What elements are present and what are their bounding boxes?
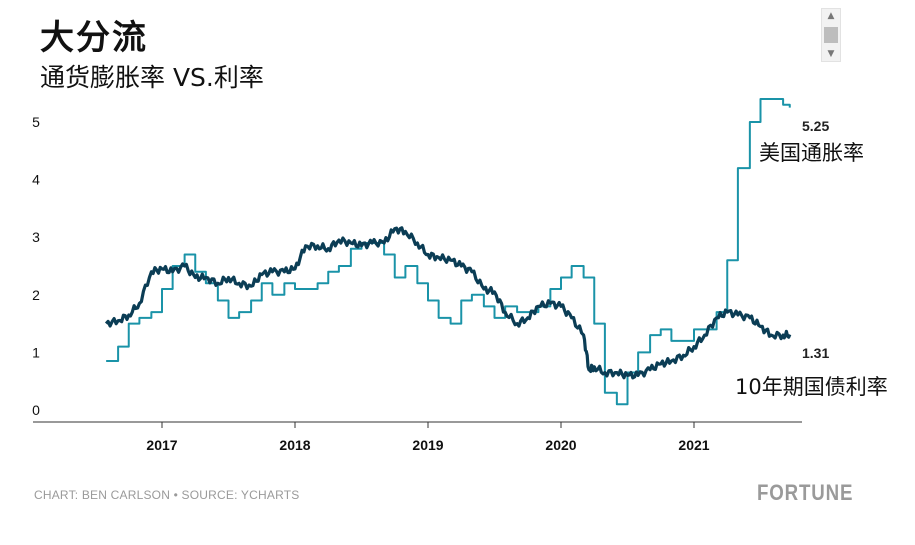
chart-subtitle: 通货膨胀率 VS.利率: [40, 63, 264, 92]
y-tick-label: 0: [32, 402, 40, 418]
series-lines: [104, 97, 792, 406]
chart-credit: CHART: BEN CARLSON • SOURCE: YCHARTS: [34, 488, 300, 502]
x-tick-label: 2017: [146, 437, 177, 453]
x-tick-label: 2021: [678, 437, 709, 453]
x-axis-ticks: 2017 2018 2019 2020 2021: [146, 422, 710, 453]
rates-line: [104, 226, 792, 380]
y-tick-label: 2: [32, 287, 40, 303]
x-tick-label: 2018: [279, 437, 310, 453]
inflation-series-label: 美国通胀率: [759, 141, 864, 165]
fortune-logo: FORTUNE: [757, 480, 854, 505]
rates-series-label: 10年期国债利率: [735, 375, 888, 399]
scroll-down-arrow-icon[interactable]: ▼: [827, 49, 835, 59]
y-axis-ticks: 0 1 2 3 4 5: [32, 114, 40, 418]
mini-scrollbar[interactable]: ▲ ▼: [821, 8, 841, 62]
scroll-up-arrow-icon[interactable]: ▲: [827, 11, 835, 21]
inflation-end-value: 5.25: [802, 118, 829, 134]
y-tick-label: 5: [32, 114, 40, 130]
inflation-line: [106, 97, 791, 406]
chart-title: 大分流: [40, 18, 148, 58]
y-tick-label: 1: [32, 344, 40, 360]
scroll-thumb[interactable]: [824, 27, 838, 43]
x-tick-label: 2020: [545, 437, 576, 453]
rates-end-value: 1.31: [802, 345, 829, 361]
x-tick-label: 2019: [412, 437, 443, 453]
y-tick-label: 4: [32, 172, 40, 188]
y-tick-label: 3: [32, 229, 40, 245]
